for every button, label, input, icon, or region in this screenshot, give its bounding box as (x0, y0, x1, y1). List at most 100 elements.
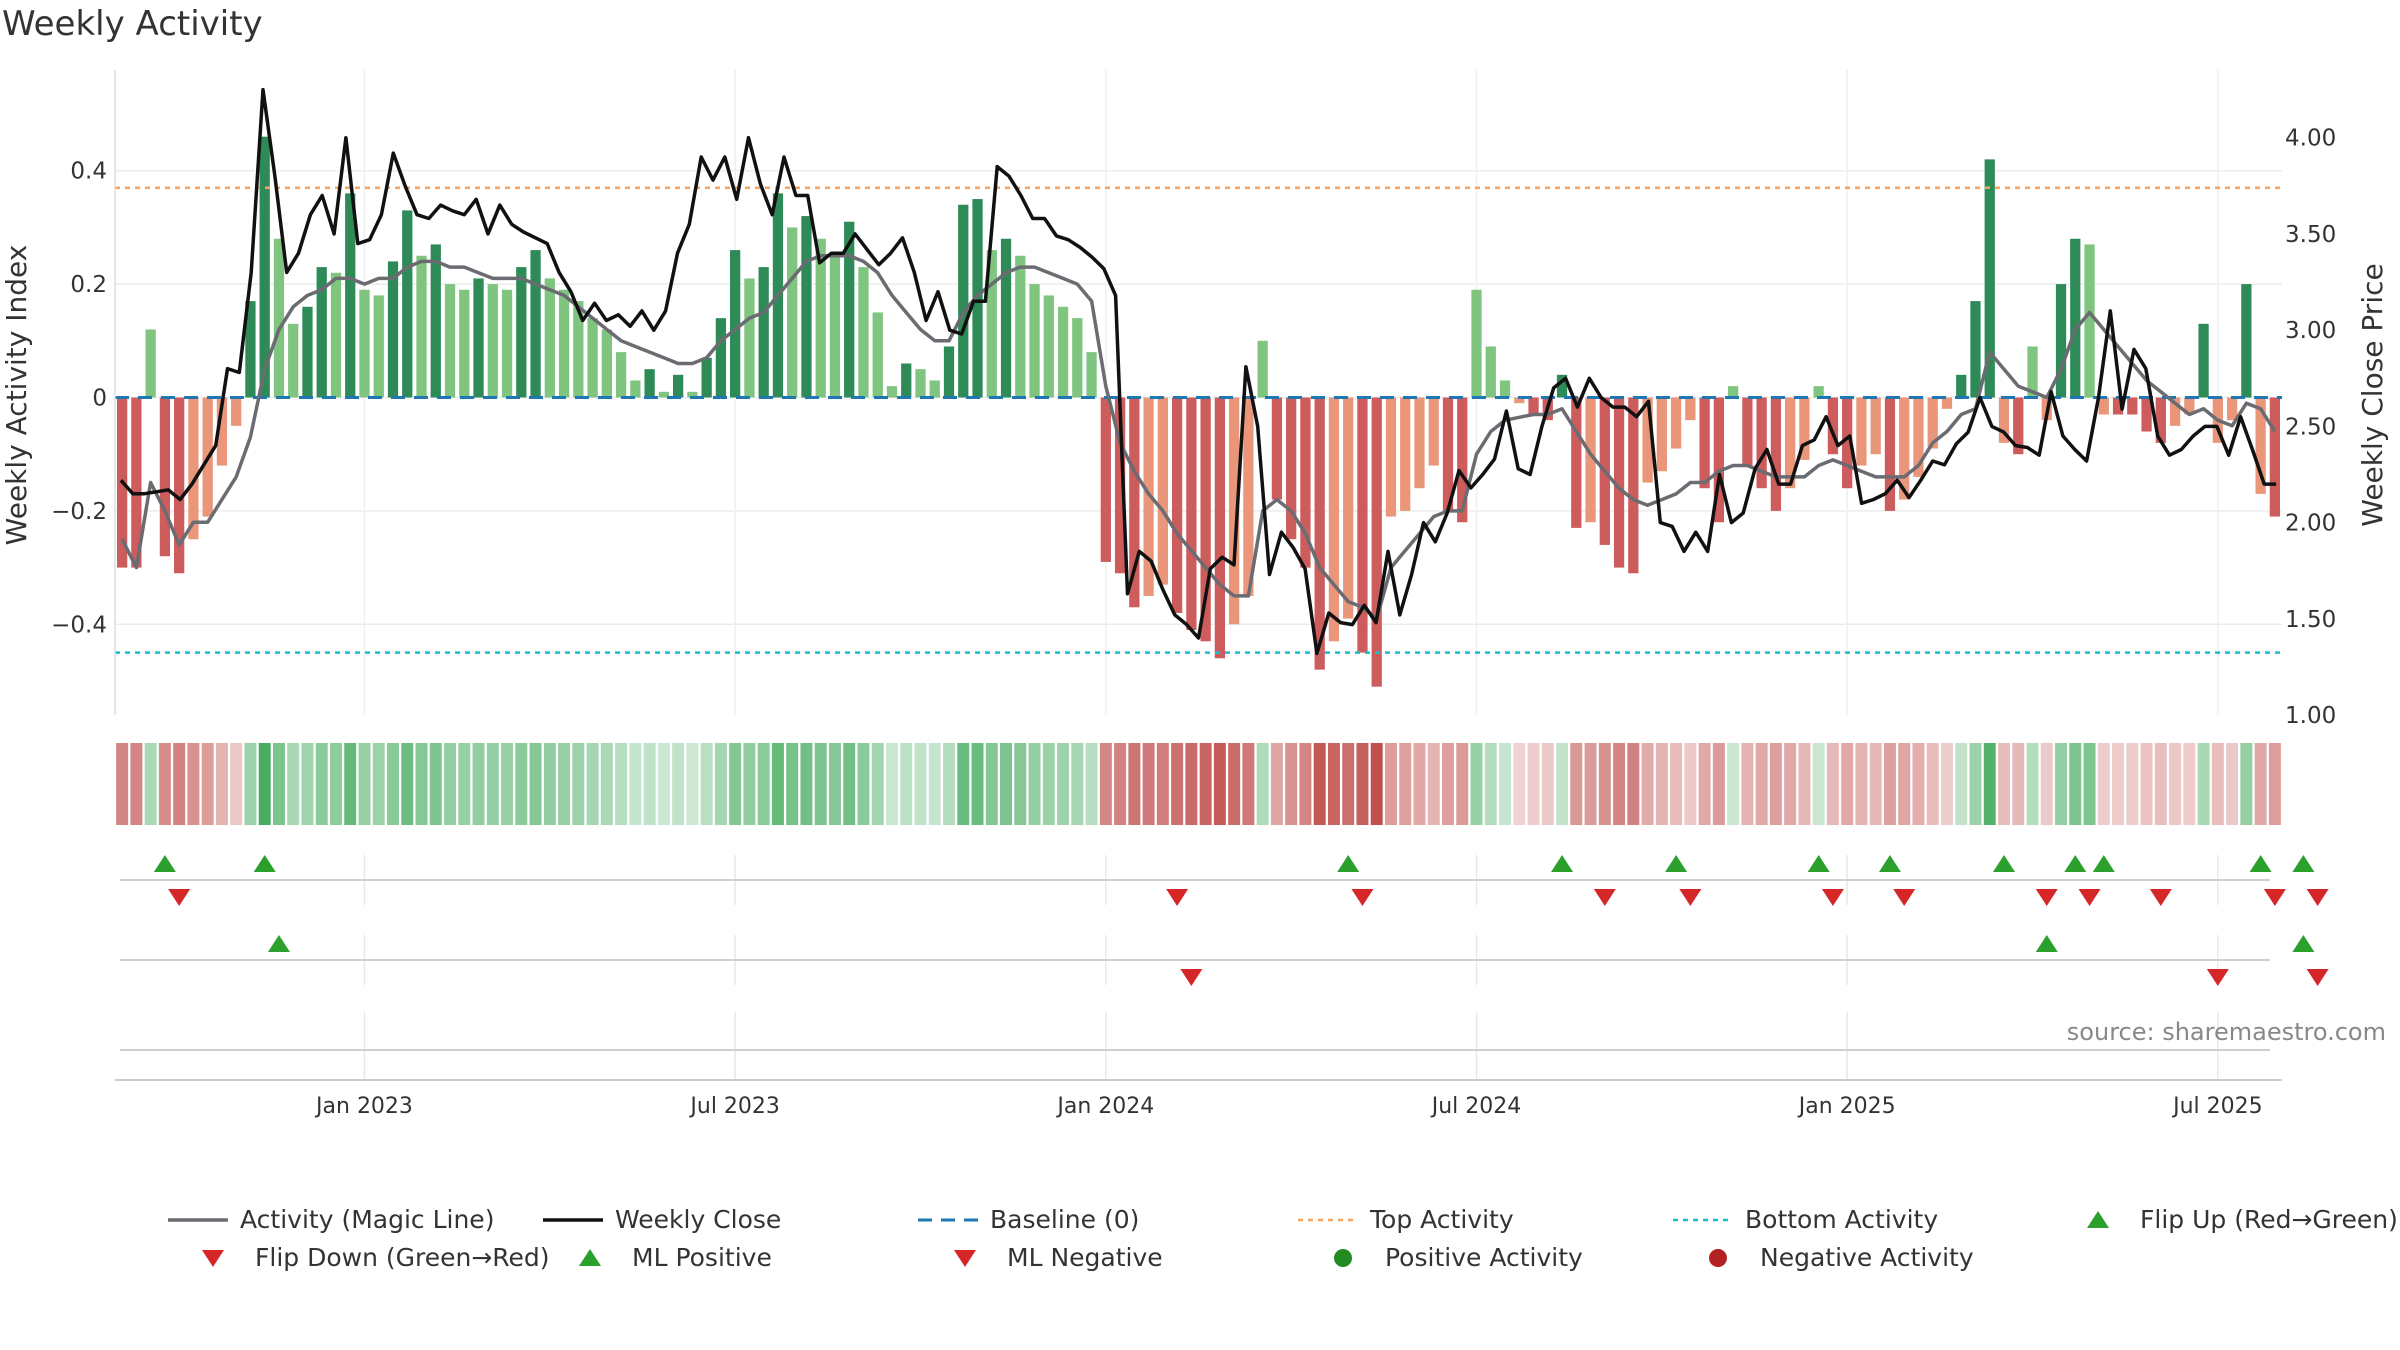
heat-strip-cell (615, 743, 628, 825)
heat-strip-cell (2040, 743, 2053, 825)
activity-bar (886, 386, 898, 398)
heat-strip-cell (1142, 743, 1155, 825)
activity-bar (1186, 397, 1197, 630)
activity-bar (459, 289, 470, 398)
activity-bar (1785, 397, 1796, 489)
heat-strip-cell (914, 743, 927, 825)
activity-bar (487, 284, 498, 398)
activity-bar (188, 397, 199, 540)
activity-bar (1072, 318, 1083, 398)
activity-bar (245, 301, 256, 398)
activity-bar (1286, 397, 1297, 540)
activity-bar (1656, 397, 1667, 472)
heat-strip-cell (900, 743, 913, 825)
legend-item-mlneg: ML Negative (935, 1243, 1163, 1272)
activity-bar (1628, 397, 1639, 574)
y-left-tick-label: 0 (92, 386, 107, 412)
heat-strip-cell (985, 743, 998, 825)
activity-bar (943, 346, 955, 398)
legend-swatch-mlpos (579, 1248, 601, 1266)
activity-bar (530, 250, 541, 398)
heat-strip-cell (2169, 743, 2182, 825)
heat-strip-cell (1655, 743, 1668, 825)
legend-swatch-flipup (2087, 1210, 2109, 1228)
heat-strip-cell (943, 743, 955, 825)
heat-strip-cell (2211, 743, 2224, 825)
heat-strip-cell (1156, 743, 1169, 825)
heat-strip-cell (1384, 743, 1397, 825)
activity-bar (1842, 397, 1853, 489)
activity-bar (1528, 397, 1539, 415)
activity-bar (1243, 397, 1254, 596)
heat-strip-cell (586, 743, 599, 825)
grid (115, 70, 2282, 1080)
heat-strip-cell (1484, 743, 1497, 825)
legend-item-magic: Activity (Magic Line) (168, 1205, 494, 1234)
activity-bar (1371, 397, 1382, 687)
flip-up-marker (1807, 855, 1830, 872)
heat-strip-cell (1470, 743, 1483, 825)
activity-bar (1556, 374, 1568, 398)
heat-strip-cell (2055, 743, 2068, 825)
activity-bar (330, 272, 342, 398)
heat-strip-cell (1883, 743, 1896, 825)
legend-swatch-baseline (918, 1218, 978, 1221)
activity-bar (131, 397, 142, 568)
activity-bar (430, 244, 441, 398)
heat-strip-cell (1826, 743, 1839, 825)
activity-bar (1742, 397, 1753, 466)
y-right-tick-label: 4.00 (2285, 126, 2336, 152)
heat-strip-cell (1456, 743, 1469, 825)
legend-item-baseline: Baseline (0) (918, 1205, 1139, 1234)
activity-bar (801, 216, 812, 398)
activity-bar (958, 204, 969, 398)
activity-bar (316, 267, 327, 398)
heat-strip-cell (1684, 743, 1697, 825)
heat-strip-cell (1427, 743, 1440, 825)
activity-bar (2055, 284, 2067, 398)
heat-strip-cell (2012, 743, 2025, 825)
legend-swatch-top (1298, 1218, 1358, 1221)
y-left-tick-label: −0.2 (51, 499, 107, 525)
heat-strip-cell (672, 743, 685, 825)
y-left-tick-label: 0.4 (70, 159, 107, 185)
activity-bar (1000, 238, 1012, 398)
heat-strip-cell (1841, 743, 1854, 825)
activity-bar (1300, 397, 1311, 568)
flip-down-marker (1166, 889, 1189, 906)
heat-strip-cell (1556, 743, 1569, 825)
activity-bar (1114, 397, 1126, 574)
heat-strip-cell (1513, 743, 1526, 825)
x-tick-label: Jan 2024 (1055, 1094, 1154, 1119)
heat-strip-cell (2112, 743, 2125, 825)
activity-bar (544, 278, 555, 398)
heat-strip-cell (1057, 743, 1070, 825)
heat-strip-cell (1342, 743, 1355, 825)
heat-strip-cell (771, 743, 784, 825)
heat-strip-cell (2083, 743, 2096, 825)
activity-bar (516, 267, 527, 398)
activity-bar (815, 238, 826, 398)
activity-bar (1870, 397, 1881, 455)
heat-strip-cell (572, 743, 585, 825)
heat-strip-cell (629, 743, 642, 825)
y-right-tick-label: 3.00 (2285, 318, 2336, 344)
heat-strip-cell (344, 743, 357, 825)
activity-bar (1414, 397, 1425, 489)
heat-strip-cell (1270, 743, 1283, 825)
legend-label: Flip Down (Green→Red) (255, 1243, 550, 1272)
activity-bar (1015, 255, 1026, 398)
legend-label: Baseline (0) (990, 1205, 1140, 1234)
activity-bar (1727, 386, 1739, 398)
legend-label: Negative Activity (1760, 1243, 1974, 1272)
heat-strip-cell (1527, 743, 1540, 825)
activity-bar (1956, 374, 1967, 398)
activity-bar (2255, 397, 2266, 494)
activity-bar (2027, 346, 2038, 398)
activity-bar (701, 357, 712, 398)
y-right-tick-label: 1.50 (2285, 607, 2336, 633)
heat-strip-cell (501, 743, 514, 825)
heat-strip-cell (1969, 743, 1982, 825)
activity-bar (1499, 380, 1511, 398)
activity-bar (1057, 306, 1069, 398)
